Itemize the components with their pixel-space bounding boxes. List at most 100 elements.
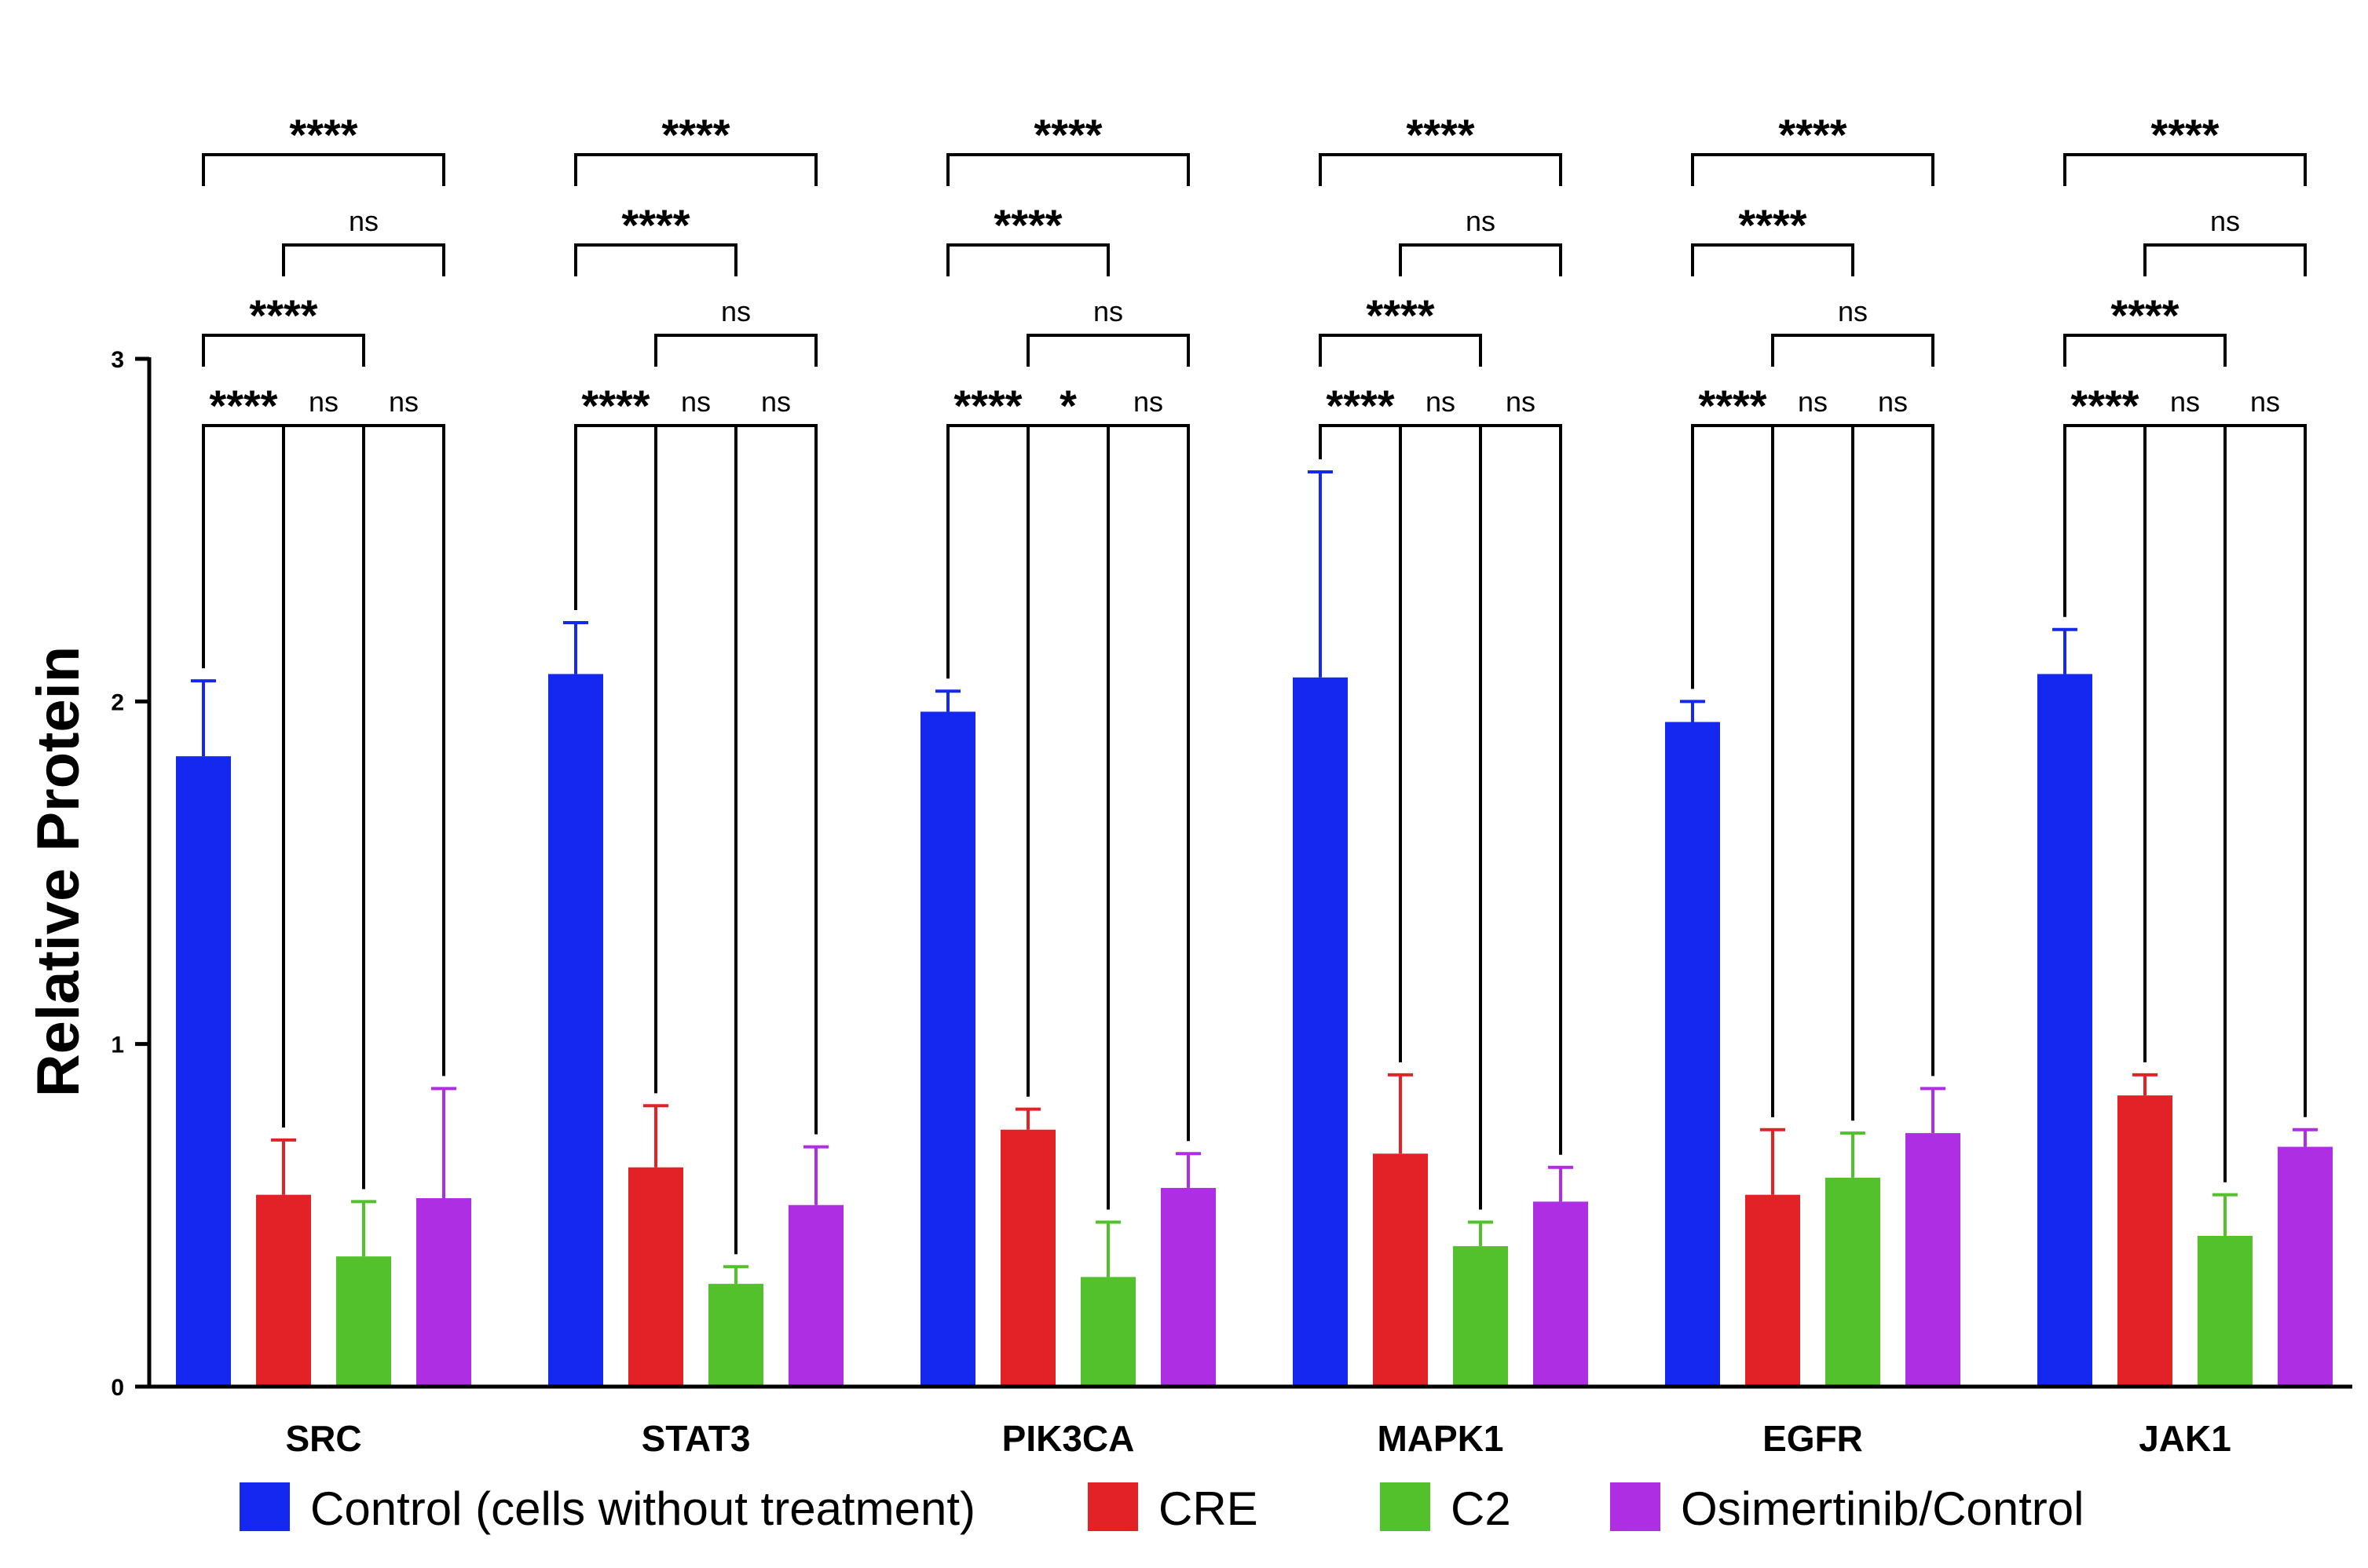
axes-layer: 0 1 2 3 SRC STAT3 PIK3CA MAPK1 EGFR JAK1 Relative … xyxy=(25,347,2352,1459)
significance-label-pik3ca: ns xyxy=(1133,386,1163,418)
significance-label-src: ns xyxy=(309,386,339,418)
bar-egfr-series-3 xyxy=(1905,1133,1960,1387)
significance-label-stat3: ns xyxy=(721,295,751,327)
significance-bracket-jak1 xyxy=(2063,334,2227,367)
bar-src-series-0 xyxy=(176,756,231,1387)
significance-label-src: ns xyxy=(389,386,419,418)
significance-label-src: ns xyxy=(349,205,379,237)
bar-stat3-series-0 xyxy=(548,674,603,1387)
significance-label-src: **** xyxy=(249,291,317,340)
significance-label-stat3: **** xyxy=(621,200,690,250)
bar-pik3ca-series-0 xyxy=(920,711,975,1387)
significance-label-mapk1: **** xyxy=(1326,381,1394,430)
significance-bracket-mapk1 xyxy=(1319,334,1482,367)
bar-egfr-series-1 xyxy=(1745,1194,1800,1387)
legend: Control (cells without treatment) CRE C2 Os… xyxy=(240,1482,2084,1535)
significance-bracket-mapk1 xyxy=(1319,153,1562,186)
significance-label-stat3: ns xyxy=(761,386,791,418)
significance-label-egfr: ns xyxy=(1838,295,1868,327)
significance-bracket-stat3 xyxy=(574,243,737,276)
legend-label-series-1: CRE xyxy=(1158,1482,1258,1535)
significance-bracket-egfr xyxy=(1691,153,1934,186)
significance-label-src: **** xyxy=(209,381,277,430)
significance-bracket-mapk1 xyxy=(1399,424,1482,1210)
significance-label-pik3ca: ns xyxy=(1093,295,1123,327)
significance-label-mapk1: ns xyxy=(1466,205,1495,237)
significance-bracket-jak1 xyxy=(2143,243,2307,276)
bar-mapk1-series-1 xyxy=(1373,1153,1428,1387)
significance-bracket-egfr xyxy=(1691,424,1774,1117)
legend-swatch-series-0 xyxy=(240,1482,290,1531)
significance-bracket-src xyxy=(202,153,445,186)
significance-bracket-mapk1 xyxy=(1399,243,1562,276)
bars-layer xyxy=(176,470,2333,1387)
significance-label-jak1: **** xyxy=(2070,381,2139,430)
significance-label-jak1: **** xyxy=(2110,291,2179,340)
significance-bracket-src xyxy=(282,243,445,276)
x-category-label: SRC xyxy=(285,1418,361,1459)
bar-stat3-series-2 xyxy=(708,1284,763,1387)
x-category-label: JAK1 xyxy=(2139,1418,2231,1459)
significance-bracket-egfr xyxy=(1771,424,1854,1121)
bar-egfr-series-0 xyxy=(1665,722,1720,1387)
significance-label-egfr: **** xyxy=(1698,381,1766,430)
significance-label-jak1: ns xyxy=(2170,386,2200,418)
x-category-label: MAPK1 xyxy=(1377,1418,1503,1459)
y-tick-label: 3 xyxy=(111,347,124,373)
significance-label-pik3ca: **** xyxy=(994,200,1062,250)
bar-src-series-2 xyxy=(336,1256,391,1387)
significance-label-stat3: ns xyxy=(681,386,711,418)
bar-mapk1-series-2 xyxy=(1453,1246,1508,1387)
x-category-label: STAT3 xyxy=(642,1418,751,1459)
significance-bracket-egfr xyxy=(1851,424,1934,1121)
significance-label-mapk1: ns xyxy=(1506,386,1535,418)
bar-pik3ca-series-2 xyxy=(1081,1277,1136,1387)
legend-label-series-2: C2 xyxy=(1451,1482,1511,1535)
y-tick-label: 0 xyxy=(111,1375,124,1401)
y-tick-label: 2 xyxy=(111,689,124,715)
significance-label-stat3: **** xyxy=(661,110,730,159)
y-axis-title: Relative Protein xyxy=(25,646,92,1097)
x-category-label: EGFR xyxy=(1762,1418,1863,1459)
significance-label-pik3ca: **** xyxy=(953,381,1022,430)
significance-label-mapk1: **** xyxy=(1366,291,1434,340)
significance-bracket-pik3ca xyxy=(946,153,1190,186)
significance-label-mapk1: ns xyxy=(1426,386,1455,418)
significance-label-egfr: **** xyxy=(1738,200,1806,250)
significance-label-pik3ca: * xyxy=(1060,381,1077,430)
significance-label-jak1: ns xyxy=(2210,205,2240,237)
significance-label-stat3: **** xyxy=(581,381,650,430)
significance-bracket-mapk1 xyxy=(1479,424,1562,1210)
bar-src-series-3 xyxy=(416,1198,471,1387)
bar-mapk1-series-3 xyxy=(1533,1201,1588,1387)
bar-stat3-series-1 xyxy=(628,1167,683,1387)
significance-label-egfr: **** xyxy=(1778,110,1846,159)
significance-bracket-pik3ca xyxy=(1027,424,1110,1210)
significance-label-pik3ca: **** xyxy=(1034,110,1102,159)
significance-label-egfr: ns xyxy=(1798,386,1828,418)
significance-bracket-src xyxy=(362,424,445,1190)
significance-bracket-jak1 xyxy=(2223,424,2307,1182)
bar-jak1-series-1 xyxy=(2117,1095,2172,1387)
legend-swatch-series-3 xyxy=(1610,1482,1660,1531)
significance-bracket-pik3ca xyxy=(1107,424,1190,1210)
significance-bracket-egfr xyxy=(1771,334,1934,367)
bar-pik3ca-series-1 xyxy=(1001,1129,1056,1387)
significance-label-src: **** xyxy=(289,110,357,159)
significance-label-jak1: ns xyxy=(2250,386,2280,418)
significance-bracket-pik3ca xyxy=(946,243,1110,276)
bar-pik3ca-series-3 xyxy=(1161,1187,1216,1387)
significance-bracket-jak1 xyxy=(2143,424,2227,1182)
significance-bracket-stat3 xyxy=(734,424,818,1255)
significance-bracket-stat3 xyxy=(574,424,657,1094)
x-category-label: PIK3CA xyxy=(1002,1418,1135,1459)
bar-src-series-1 xyxy=(256,1194,311,1387)
significance-bracket-src xyxy=(202,334,365,367)
bar-mapk1-series-0 xyxy=(1293,677,1348,1387)
bar-stat3-series-3 xyxy=(789,1204,844,1387)
significance-bracket-stat3 xyxy=(574,153,818,186)
significance-bracket-jak1 xyxy=(2063,153,2307,186)
legend-label-series-0: Control (cells without treatment) xyxy=(310,1482,975,1535)
